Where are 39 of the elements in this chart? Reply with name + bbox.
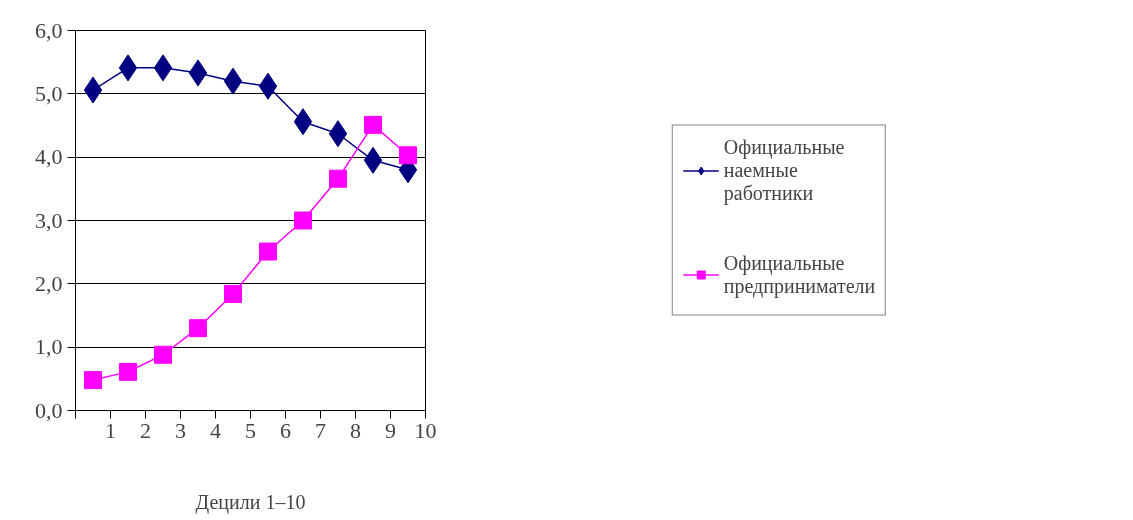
point (188, 59, 208, 87)
y-tick-label: 6,0 (35, 17, 63, 43)
x-tick-label: 2 (140, 417, 151, 443)
point (153, 54, 173, 82)
x-tick-label: 5 (245, 417, 256, 443)
y-tick-label: 0,0 (35, 397, 63, 423)
point (118, 54, 138, 82)
point (84, 371, 102, 390)
x-tick-label: 9 (385, 417, 396, 443)
point (399, 146, 417, 165)
point (259, 242, 277, 261)
point (83, 76, 103, 104)
y-tick-label: 2,0 (35, 270, 63, 296)
x-tick-label: 10 (414, 417, 437, 443)
y-tick-label: 5,0 (35, 80, 63, 106)
x-tick-label: 7 (315, 417, 326, 443)
point (189, 319, 207, 338)
point (329, 169, 347, 188)
point (119, 362, 137, 381)
point (364, 115, 382, 134)
x-tick-label: 1 (105, 417, 116, 443)
y-tick-label: 4,0 (35, 144, 63, 170)
x-tick-label: 6 (280, 417, 291, 443)
point (328, 120, 348, 148)
point (224, 284, 242, 303)
x-tick-label: 4 (210, 417, 221, 443)
point (363, 146, 383, 174)
point (258, 72, 278, 100)
legend-label: Официальные предприниматели (723, 250, 876, 300)
legend-label: Официальные наемные работники (723, 135, 846, 205)
point (293, 108, 313, 136)
x-axis-title: Децили 1–10 (195, 490, 306, 514)
point (223, 67, 243, 95)
point (154, 345, 172, 364)
y-tick-label: 3,0 (35, 207, 63, 233)
x-tick-label: 8 (350, 417, 361, 443)
point (294, 211, 312, 230)
y-tick-label: 1,0 (35, 334, 63, 360)
x-tick-label: 3 (175, 417, 186, 443)
